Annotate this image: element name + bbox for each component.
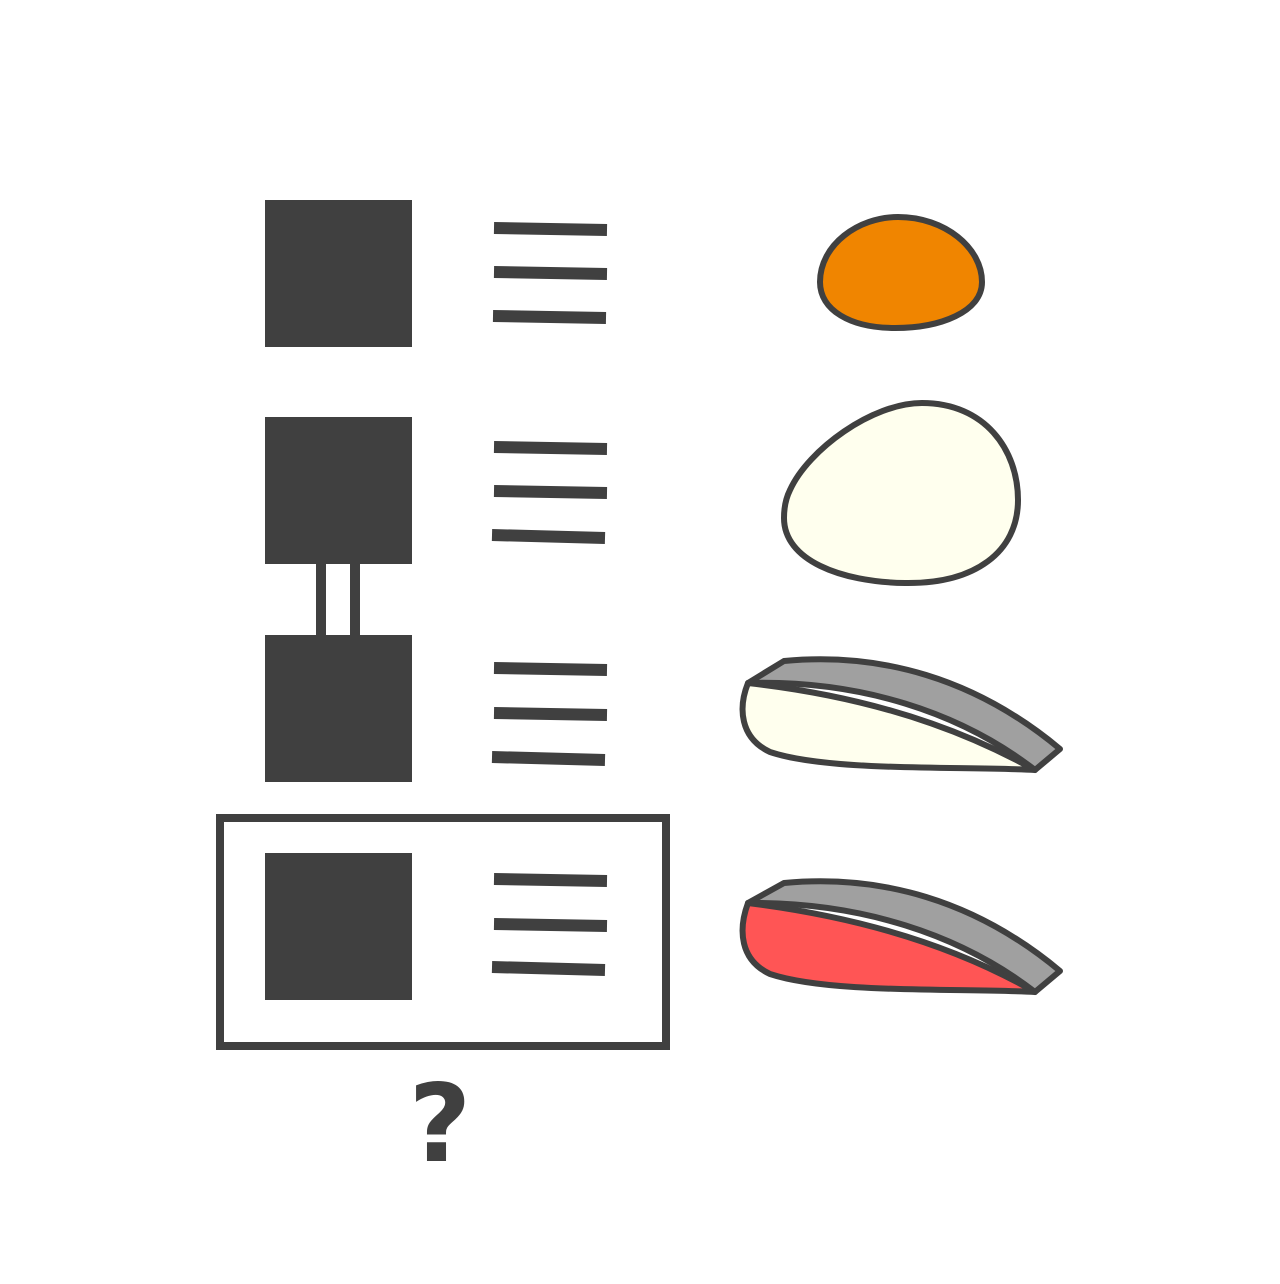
fish-fillet-white-icon (739, 656, 1063, 773)
square-connector (316, 562, 360, 637)
row-4-square (265, 853, 412, 1000)
row-3-lines-icon (491, 662, 608, 766)
row-2-square (265, 417, 412, 564)
row-3 (265, 635, 1063, 782)
row-4-lines-icon (491, 873, 608, 976)
egg-white-icon (780, 399, 1022, 587)
row-1-lines-icon (492, 222, 608, 324)
row-2-lines-icon (491, 441, 608, 544)
egg-yolk-icon (816, 213, 986, 332)
row-2 (265, 399, 1022, 587)
row-4 (216, 814, 1063, 1050)
highlight-frame (216, 814, 670, 1050)
fish-fillet-red-icon (739, 878, 1063, 995)
row-1 (265, 200, 986, 347)
row-3-square (265, 635, 412, 782)
question-mark: ? (408, 1062, 472, 1187)
row-1-square (265, 200, 412, 347)
